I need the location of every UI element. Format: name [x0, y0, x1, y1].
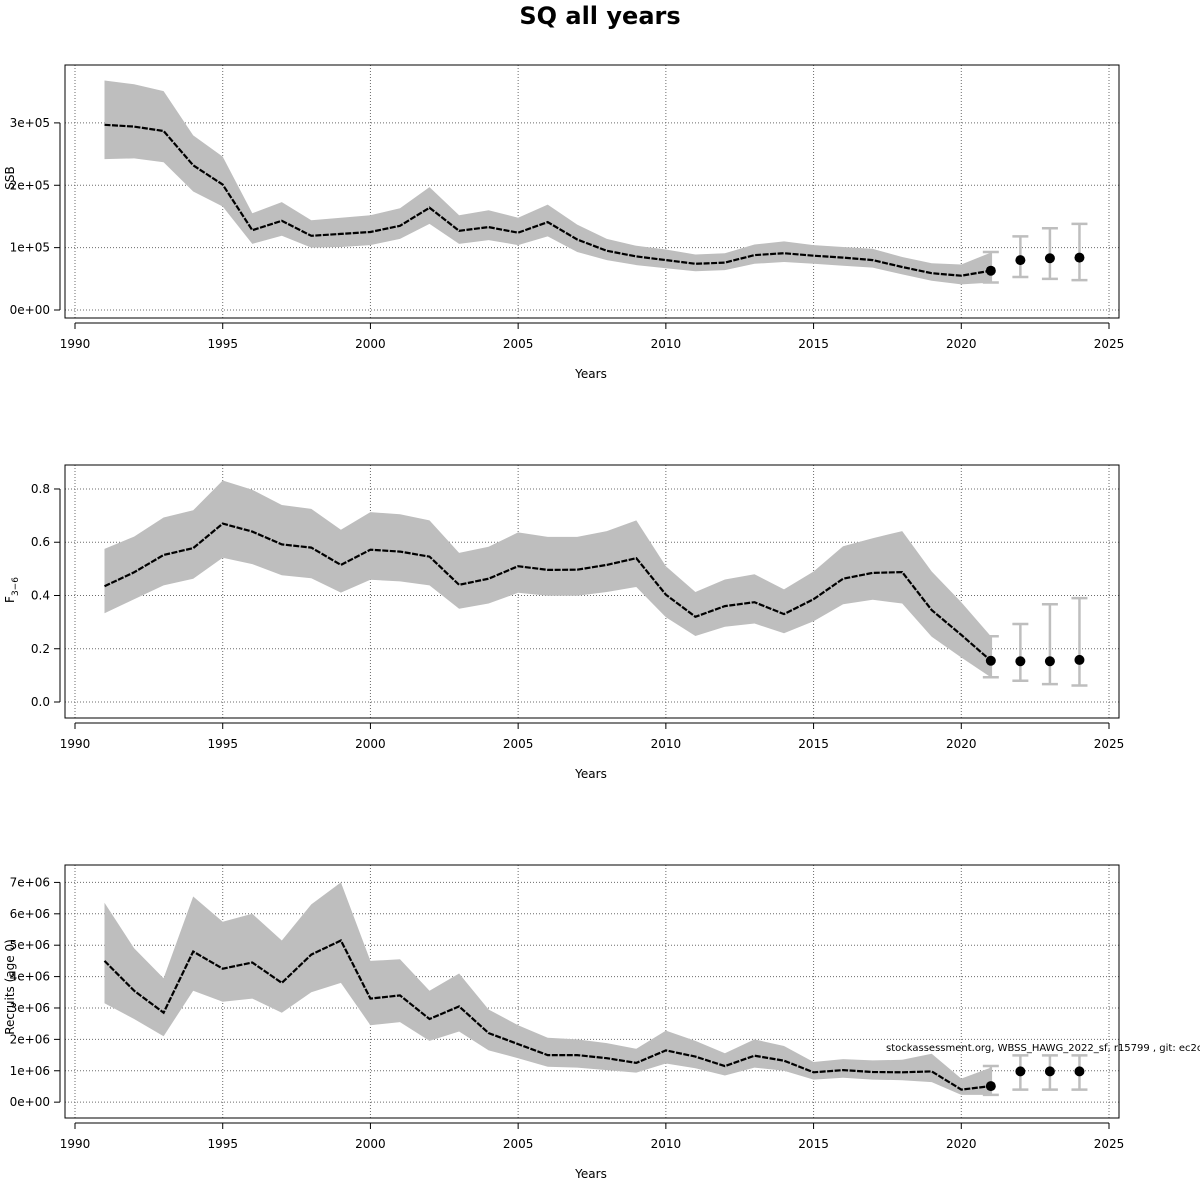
forecast-point [985, 1081, 996, 1092]
plot-frame [64, 464, 1120, 719]
plot-frame [64, 64, 1120, 319]
x-axis-title: Years [574, 767, 607, 781]
y-axis-title: F3−6 [3, 577, 21, 603]
x-tick-label: 2025 [1094, 1137, 1125, 1151]
confidence-band [104, 882, 991, 1095]
x-tick-label: 2005 [503, 337, 534, 351]
x-tick-label: 1995 [207, 737, 238, 751]
y-tick-label: 2e+06 [10, 1032, 50, 1046]
y-tick-label: 0.4 [31, 588, 50, 602]
forecast-errorbar [1071, 596, 1088, 687]
confidence-band [104, 480, 991, 678]
x-tick-label: 2025 [1094, 737, 1125, 751]
forecast-point [1015, 255, 1026, 266]
forecast-point [1044, 253, 1055, 264]
x-tick-label: 2015 [798, 737, 829, 751]
x-tick-label: 2025 [1094, 337, 1125, 351]
x-tick-label: 1990 [60, 337, 91, 351]
y-tick-label: 7e+06 [10, 875, 50, 889]
y-tick-label: 3e+05 [10, 116, 50, 130]
x-tick-label: 1990 [60, 737, 91, 751]
forecast-errorbar [1071, 222, 1088, 282]
page-title: SQ all years [519, 2, 681, 30]
x-tick-label: 2010 [651, 1137, 682, 1151]
x-tick-label: 2020 [946, 737, 977, 751]
y-axis-title: Recruits (age 0) [3, 939, 17, 1035]
y-axis-title-main: F [3, 596, 17, 603]
y-tick-label: 1e+06 [10, 1064, 50, 1078]
x-tick-label: 2005 [503, 1137, 534, 1151]
forecast-errorbar [1041, 603, 1058, 686]
x-tick-label: 2000 [355, 737, 386, 751]
x-tick-label: 2015 [798, 337, 829, 351]
y-tick-label: 4e+06 [10, 970, 50, 984]
forecast-point [1074, 1066, 1085, 1077]
forecast-point [985, 655, 996, 666]
x-tick-label: 1990 [60, 1137, 91, 1151]
x-tick-label: 2020 [946, 1137, 977, 1151]
estimate-line [104, 522, 992, 662]
x-tick-label: 2005 [503, 737, 534, 751]
estimate-line [103, 939, 991, 1091]
y-tick-label: 5e+06 [10, 938, 50, 952]
x-tick-label: 2000 [355, 337, 386, 351]
plot-frame [64, 864, 1120, 1119]
x-tick-label: 2000 [355, 1137, 386, 1151]
forecast-point [985, 265, 996, 276]
y-tick-label: 0.2 [31, 642, 50, 656]
y-axis-title-main: Recruits (age 0) [3, 939, 17, 1035]
x-tick-label: 2015 [798, 1137, 829, 1151]
x-axis-title: Years [574, 1167, 607, 1181]
y-tick-label: 6e+06 [10, 907, 50, 921]
x-tick-label: 1995 [207, 1137, 238, 1151]
y-axis-title: SSB [3, 166, 17, 189]
y-axis-title-main: SSB [3, 166, 17, 189]
forecast-point [1015, 656, 1026, 667]
forecast-point [1074, 654, 1085, 665]
panel-2: 1990 1995 2000 2005 2010 2015 2020 2025 Years 0.0… [3, 464, 1125, 781]
y-tick-label: 0e+00 [10, 303, 50, 317]
forecast-point [1044, 656, 1055, 667]
y-axis-title-subscript: 3−6 [11, 577, 21, 596]
panel-3: 1990 1995 2000 2005 2010 2015 2020 2025 Years 0e+… [3, 864, 1125, 1181]
y-tick-label: 2e+05 [10, 178, 50, 192]
forecast-point [1074, 252, 1085, 263]
forecast-point [1044, 1066, 1055, 1077]
x-axis-title: Years [574, 367, 607, 381]
y-tick-label: 0.6 [31, 535, 50, 549]
forecast-errorbar [1012, 622, 1029, 682]
x-tick-label: 2010 [651, 737, 682, 751]
estimate-line [104, 123, 991, 277]
x-tick-label: 2010 [651, 337, 682, 351]
x-tick-label: 1995 [207, 337, 238, 351]
x-tick-label: 2020 [946, 337, 977, 351]
confidence-band [104, 80, 991, 285]
y-tick-label: 0e+00 [10, 1095, 50, 1109]
y-tick-label: 0.0 [31, 695, 50, 709]
y-tick-label: 0.8 [31, 482, 50, 496]
y-tick-label: 3e+06 [10, 1001, 50, 1015]
forecast-point [1015, 1066, 1026, 1077]
panel-1: 1990 1995 2000 2005 2010 2015 2020 2025 Years 0e+… [3, 64, 1125, 381]
footnote: stockassessment.org, WBSS_HAWG_2022_sf, … [886, 1043, 1200, 1054]
y-tick-label: 1e+05 [10, 241, 50, 255]
